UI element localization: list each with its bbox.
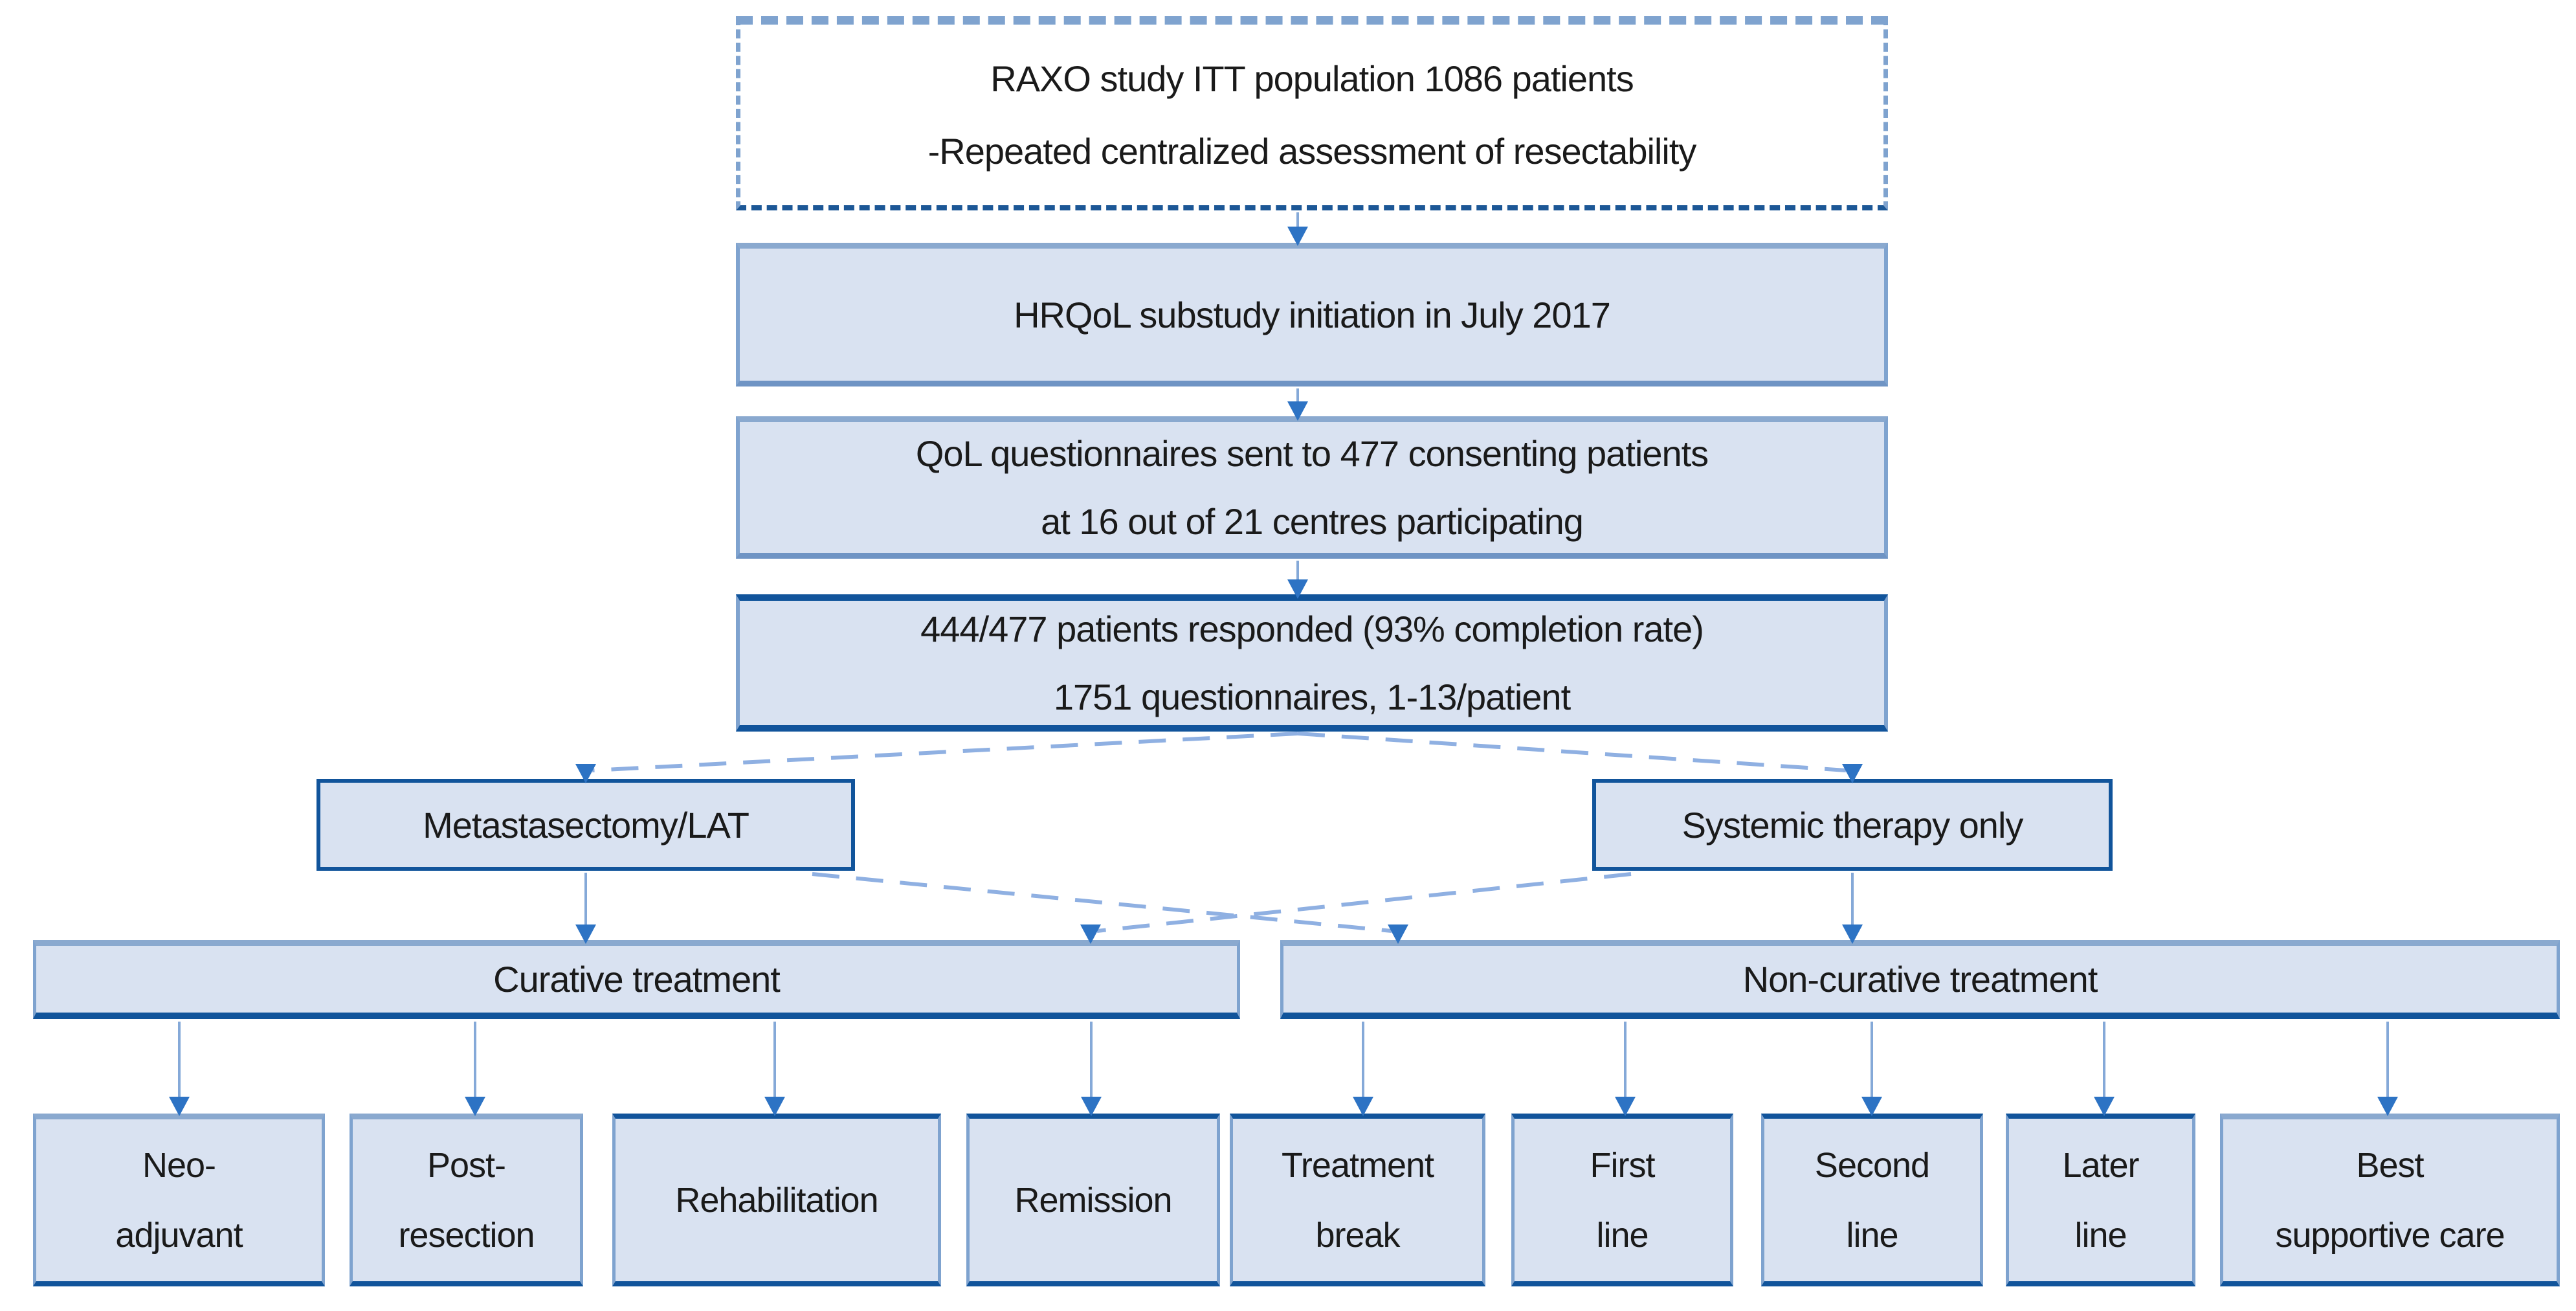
remission-box: Remission <box>966 1114 1220 1286</box>
box-label-line: First <box>1590 1145 1656 1185</box>
box-label-line: Rehabilitation <box>675 1180 878 1220</box>
post-resection-box: Post- resection <box>350 1114 583 1286</box>
box-label-line: Post- <box>427 1146 506 1185</box>
rehabilitation-box: Rehabilitation <box>612 1114 941 1286</box>
box-label-line: line <box>1846 1215 1898 1255</box>
box-label-line: Remission <box>1014 1180 1172 1220</box>
non-curative-treatment-box: Non-curative treatment <box>1280 940 2560 1019</box>
systemic-therapy-box: Systemic therapy only <box>1592 779 2113 871</box>
box-label-line: Systemic therapy only <box>1682 804 2024 846</box>
box-label-line: Metastasectomy/LAT <box>423 804 749 846</box>
questionnaires-sent-box: QoL questionnaires sent to 477 consentin… <box>736 416 1888 559</box>
box-label-line: at 16 out of 21 centres participating <box>1041 501 1584 542</box>
box-label-line: Neo- <box>142 1146 216 1185</box>
box-label-line: adjuvant <box>115 1216 243 1255</box>
best-supportive-care-box: Best supportive care <box>2220 1114 2560 1286</box>
metastasectomy-lat-box: Metastasectomy/LAT <box>316 779 855 871</box>
box-label-line: Second <box>1814 1145 1930 1185</box>
box-label-line: break <box>1315 1215 1400 1255</box>
box-label-line: Curative treatment <box>493 959 781 1000</box>
box-label-line: line <box>1596 1215 1649 1255</box>
curative-treatment-box: Curative treatment <box>33 940 1240 1019</box>
box-label-line: resection <box>398 1216 535 1255</box>
box-label-line: Later <box>2062 1145 2139 1185</box>
box-label-line: Best <box>2356 1146 2424 1185</box>
box-label-line: line <box>2074 1215 2127 1255</box>
later-line-box: Later line <box>2006 1114 2195 1286</box>
box-label-line: -Repeated centralized assessment of rese… <box>927 130 1697 172</box>
box-label-line: 444/477 patients responded (93% completi… <box>920 609 1704 649</box>
patients-responded-box: 444/477 patients responded (93% completi… <box>736 594 1888 732</box>
first-line-box: First line <box>1511 1114 1733 1286</box>
box-label-line: QoL questionnaires sent to 477 consentin… <box>915 433 1709 474</box>
box-label-line: 1751 questionnaires, 1-13/patient <box>1053 677 1571 717</box>
box-label-line: HRQoL substudy initiation in July 2017 <box>1014 294 1611 335</box>
second-line-box: Second line <box>1761 1114 1983 1286</box>
hrqol-initiation-box: HRQoL substudy initiation in July 2017 <box>736 243 1888 387</box>
neo-adjuvant-box: Neo- adjuvant <box>33 1114 325 1286</box>
treatment-break-box: Treatment break <box>1230 1114 1485 1286</box>
box-label-line: Non-curative treatment <box>1742 959 2098 1000</box>
box-label-line: Treatment <box>1281 1145 1434 1185</box>
box-label-line: supportive care <box>2275 1216 2505 1255</box>
box-label-line: RAXO study ITT population 1086 patients <box>990 58 1634 99</box>
itt-population-box: RAXO study ITT population 1086 patients … <box>736 16 1888 210</box>
